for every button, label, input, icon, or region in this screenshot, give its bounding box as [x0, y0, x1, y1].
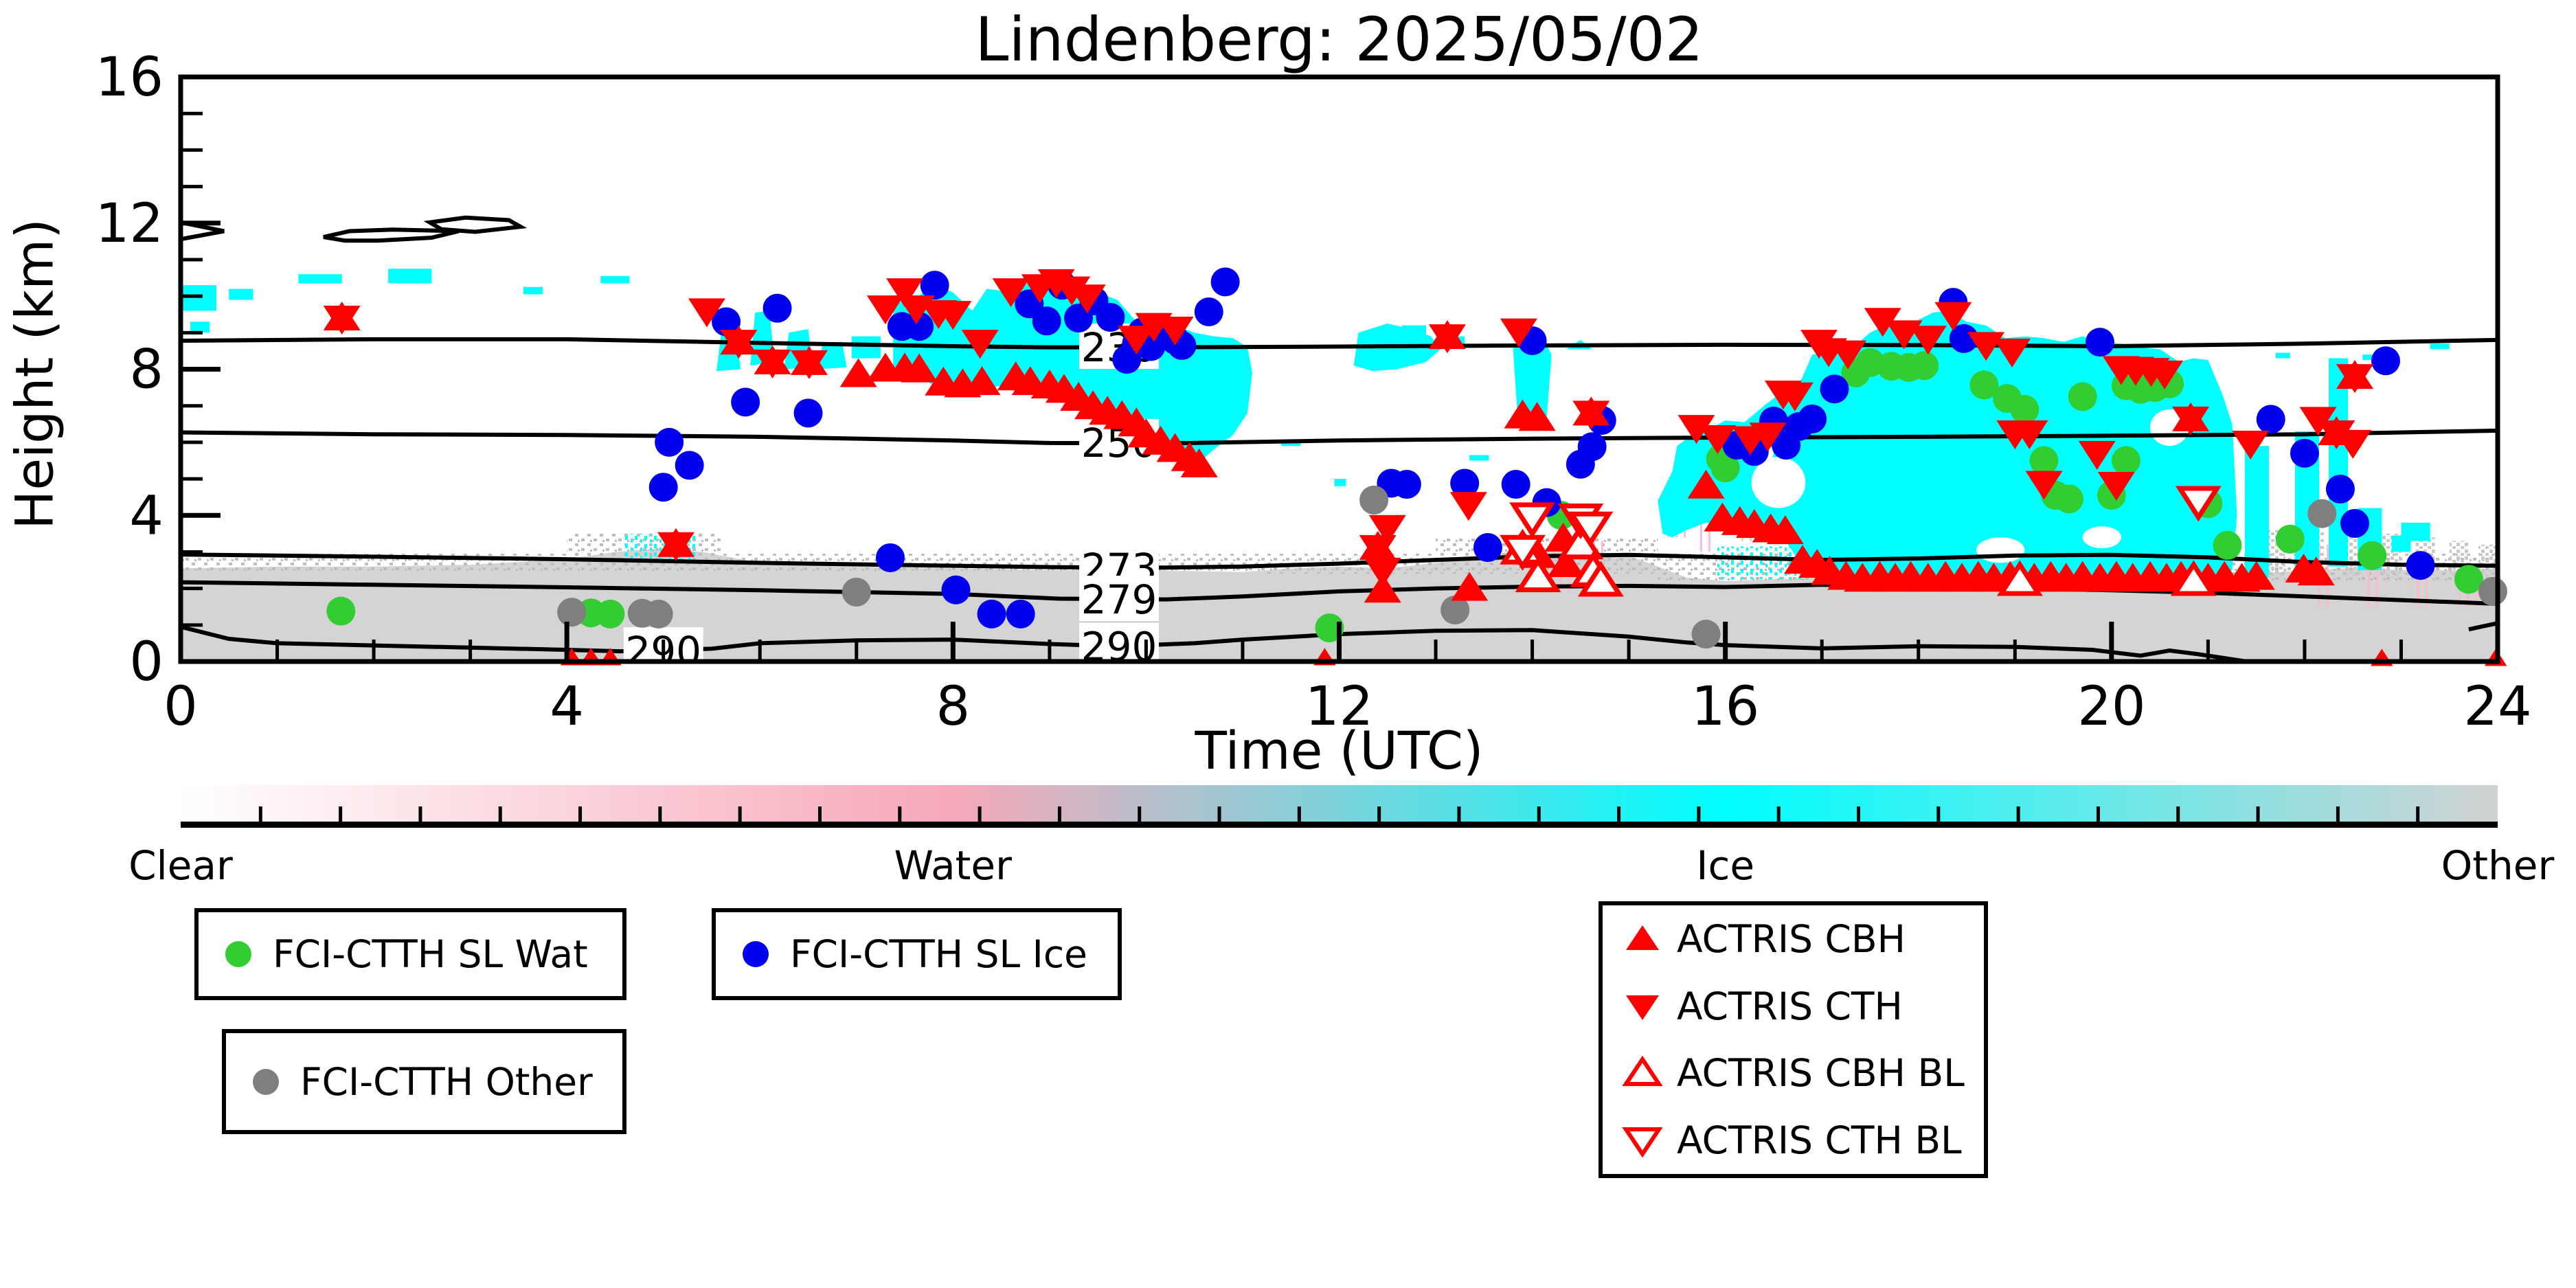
legend-fci-ctth-sl-ice: FCI-CTTH SL Ice [712, 908, 1122, 1000]
svg-text:16: 16 [95, 47, 163, 109]
classification-colorbar [181, 785, 2498, 822]
svg-text:20: 20 [2077, 676, 2145, 738]
legend-item: ACTRIS CTH [1622, 984, 1984, 1028]
chart-title: Lindenberg: 2025/05/02 [975, 4, 1704, 75]
svg-text:4: 4 [129, 485, 163, 547]
legend-item: ACTRIS CTH BL [1622, 1118, 1984, 1162]
axes: 0 4 8 12 16 20 24 0 4 8 12 16 [95, 47, 2532, 738]
svg-text:279: 279 [1081, 576, 1157, 623]
legend-actris: ACTRIS CBH ACTRIS CTH ACTRIS CBH BL ACTRIS … [1598, 901, 1988, 1178]
legend-label: ACTRIS CBH [1677, 916, 1906, 961]
colorbar-label-water: Water [894, 842, 1012, 889]
svg-text:0: 0 [129, 631, 163, 693]
svg-text:4: 4 [550, 676, 584, 738]
series-actris-cth [323, 269, 2373, 587]
legend-label: ACTRIS CTH [1677, 984, 1903, 1028]
series-fci-ctth-other [557, 485, 2507, 649]
svg-text:12: 12 [95, 193, 163, 255]
svg-text:8: 8 [129, 339, 163, 401]
legend-item: ACTRIS CBH [1622, 917, 1984, 961]
legend-fci-ctth-sl-wat: FCI-CTTH SL Wat [194, 908, 626, 1000]
circle-icon [225, 941, 251, 967]
tri-down-open-icon [1622, 1127, 1663, 1158]
series-fci-ctth-sl-ice [648, 267, 2435, 629]
colorbar-label-clear: Clear [128, 842, 233, 889]
colorbar-label-ice: Ice [1696, 842, 1755, 889]
circle-icon [253, 1068, 279, 1095]
svg-text:8: 8 [936, 676, 971, 738]
circle-icon [743, 941, 769, 967]
svg-text:12: 12 [1305, 676, 1373, 738]
legend-label: FCI-CTTH SL Ice [790, 932, 1087, 976]
data-points [323, 267, 2507, 666]
x-axis-label: Time (UTC) [1195, 720, 1484, 781]
tri-down-icon [1626, 995, 1659, 1020]
svg-text:16: 16 [1691, 676, 1759, 738]
colorbar-ticks [258, 806, 2420, 823]
tri-up-icon [1626, 925, 1659, 950]
series-actris-cth-bl [1500, 486, 2222, 571]
svg-text:0: 0 [163, 676, 198, 738]
svg-text:24: 24 [2463, 676, 2531, 738]
legend-item: FCI-CTTH SL Wat [218, 932, 622, 976]
legend-label: ACTRIS CBH BL [1677, 1051, 1965, 1096]
y-axis-label: Height (km) [3, 218, 65, 530]
legend-label: FCI-CTTH SL Wat [273, 932, 588, 976]
tri-up-open-icon [1622, 1055, 1663, 1087]
legend-item: ACTRIS CBH BL [1622, 1051, 1984, 1095]
legend-fci-ctth-other: FCI-CTTH Other [222, 1029, 626, 1134]
legend-label: FCI-CTTH Other [300, 1059, 593, 1104]
colorbar-axis-line [181, 822, 2498, 828]
colorbar-label-other: Other [2441, 842, 2555, 889]
legend-label: ACTRIS CTH BL [1677, 1118, 1962, 1163]
legend-item: FCI-CTTH SL Ice [735, 932, 1118, 976]
legend-item: FCI-CTTH Other [245, 1060, 622, 1104]
